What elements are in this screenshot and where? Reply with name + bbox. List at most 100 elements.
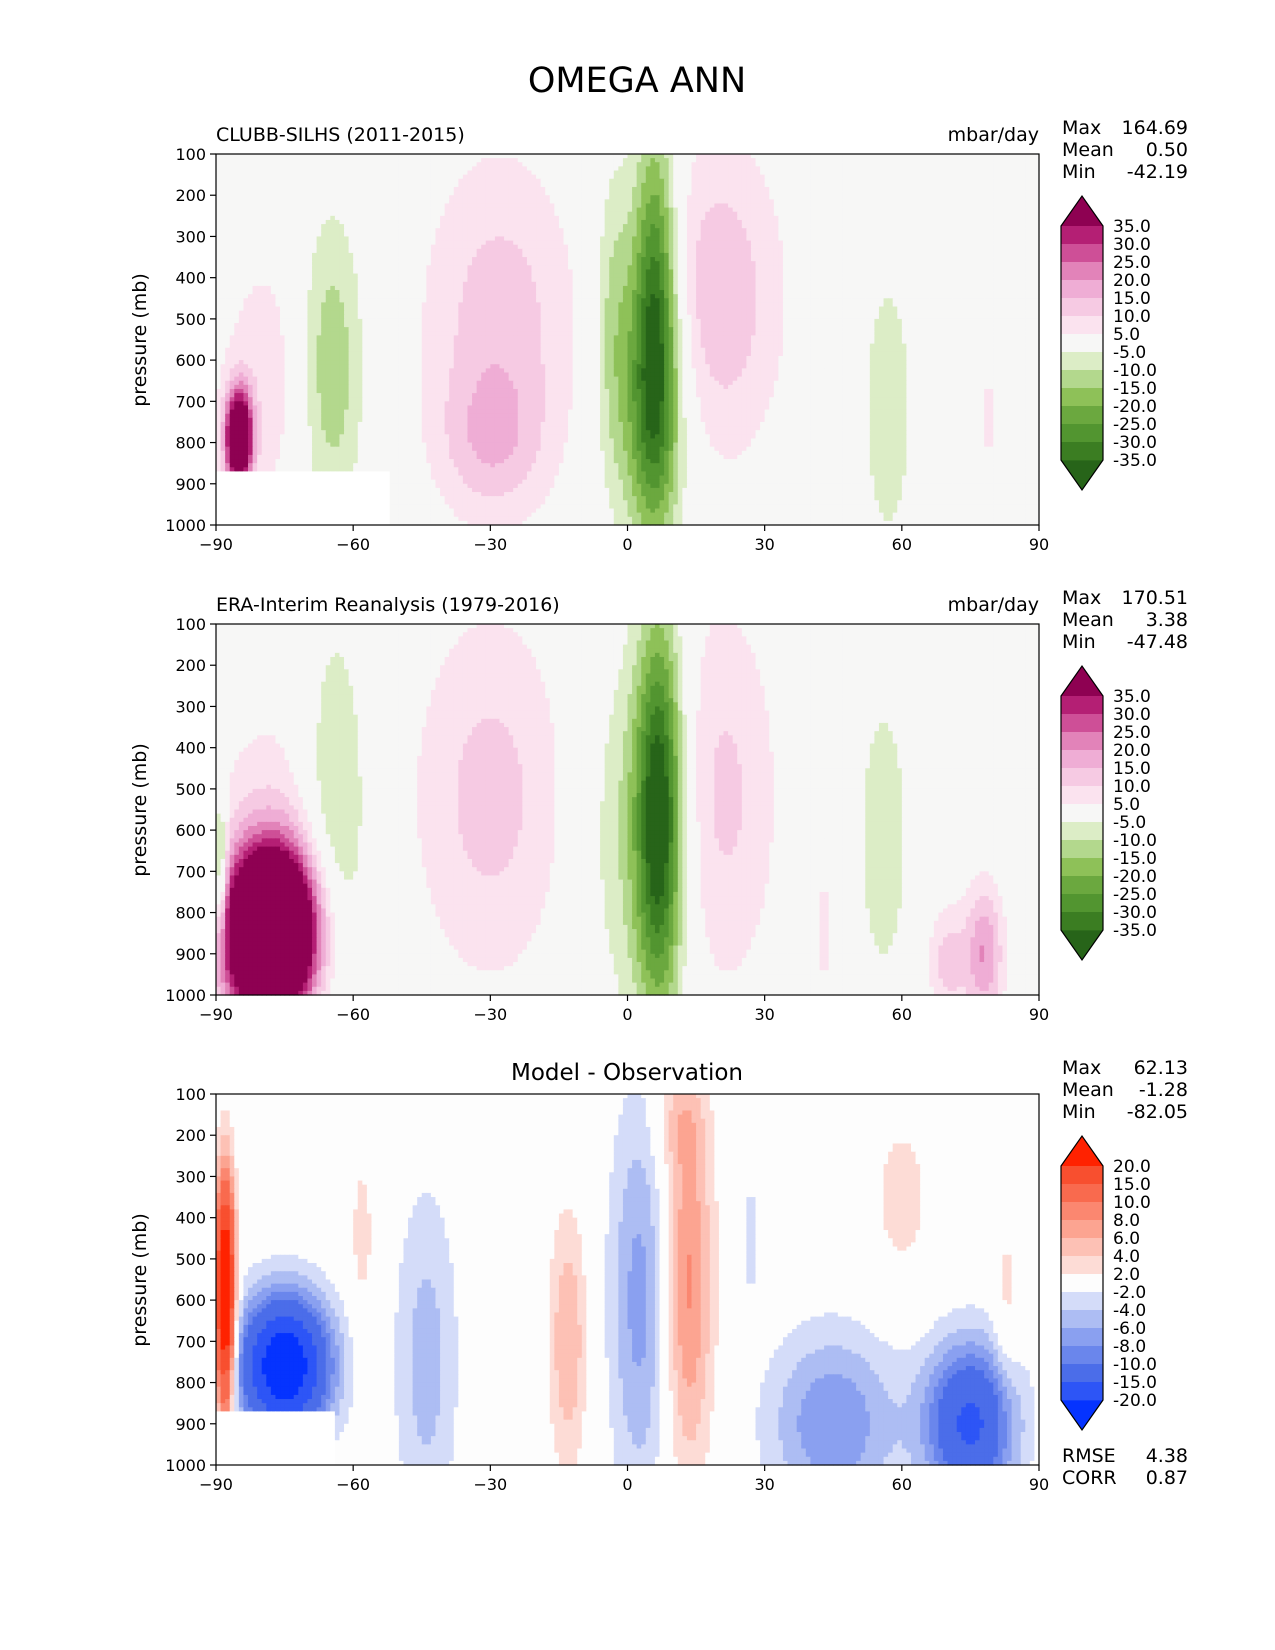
heatmap-cell bbox=[252, 207, 258, 213]
heatmap-cell bbox=[856, 191, 862, 196]
heatmap-cell bbox=[572, 182, 578, 188]
heatmap-cell bbox=[910, 248, 917, 254]
heatmap-cell bbox=[590, 166, 597, 172]
heatmap-cell bbox=[920, 154, 926, 159]
heatmap-cell bbox=[293, 219, 299, 225]
heatmap-cell bbox=[814, 232, 821, 238]
heatmap-cell bbox=[266, 211, 272, 217]
heatmap-cell bbox=[549, 224, 555, 229]
heatmap-cell bbox=[417, 211, 423, 217]
heatmap-cell bbox=[636, 154, 642, 159]
heatmap-cell bbox=[865, 203, 871, 209]
heatmap-cell bbox=[449, 182, 455, 188]
heatmap-cell bbox=[705, 195, 711, 200]
heatmap-cell bbox=[494, 257, 501, 262]
heatmap-cell bbox=[856, 232, 862, 238]
heatmap-cell bbox=[796, 182, 802, 188]
heatmap-cell bbox=[984, 252, 990, 258]
heatmap-cell bbox=[933, 154, 940, 159]
heatmap-cell bbox=[307, 257, 313, 262]
heatmap-cell bbox=[494, 224, 501, 229]
heatmap-cell bbox=[499, 174, 505, 180]
heatmap-cell bbox=[933, 199, 940, 205]
heatmap-cell bbox=[362, 228, 368, 233]
heatmap-cell bbox=[792, 191, 798, 196]
heatmap-cell bbox=[257, 211, 263, 217]
heatmap-cell bbox=[435, 162, 441, 167]
heatmap-cell bbox=[947, 158, 953, 163]
heatmap-cell bbox=[938, 162, 944, 167]
heatmap-cell bbox=[389, 174, 395, 180]
heatmap-cell bbox=[490, 252, 496, 258]
heatmap-cell bbox=[325, 219, 331, 225]
heatmap-cell bbox=[563, 195, 569, 200]
heatmap-cell bbox=[261, 174, 267, 180]
heatmap-cell bbox=[696, 166, 702, 172]
heatmap-cell bbox=[563, 232, 569, 238]
heatmap-cell bbox=[440, 178, 446, 184]
heatmap-cell bbox=[650, 158, 656, 163]
heatmap-cell bbox=[741, 244, 747, 250]
heatmap-cell bbox=[673, 154, 679, 159]
heatmap-cell bbox=[312, 224, 318, 229]
heatmap-cell bbox=[897, 195, 903, 200]
heatmap-cell bbox=[622, 244, 629, 250]
heatmap-cell bbox=[449, 257, 455, 262]
heatmap-cell bbox=[339, 174, 345, 180]
heatmap-cell bbox=[750, 203, 757, 209]
heatmap-cell bbox=[1002, 154, 1008, 159]
heatmap-cell bbox=[458, 248, 464, 254]
heatmap-cell bbox=[225, 154, 231, 159]
heatmap-cell bbox=[1016, 211, 1022, 217]
heatmap-cell bbox=[1029, 182, 1036, 188]
heatmap-cell bbox=[709, 207, 715, 213]
heatmap-cell bbox=[696, 186, 702, 192]
heatmap-cell bbox=[380, 158, 386, 163]
heatmap-cell bbox=[883, 199, 889, 205]
heatmap-cell bbox=[531, 240, 537, 246]
heatmap-cell bbox=[764, 178, 770, 184]
heatmap-cell bbox=[796, 244, 802, 250]
heatmap-cell bbox=[435, 232, 441, 238]
heatmap-cell bbox=[677, 195, 683, 200]
heatmap-cell bbox=[398, 199, 405, 205]
heatmap-cell bbox=[298, 191, 304, 196]
heatmap-cell bbox=[293, 195, 299, 200]
heatmap-cell bbox=[581, 240, 587, 246]
heatmap-cell bbox=[833, 232, 839, 238]
heatmap-cell bbox=[755, 240, 761, 246]
heatmap-cell bbox=[1034, 191, 1040, 196]
heatmap-cell bbox=[417, 240, 423, 246]
heatmap-cell bbox=[330, 174, 336, 180]
heatmap-cell bbox=[760, 182, 766, 188]
heatmap-cell bbox=[449, 166, 455, 172]
heatmap-cell bbox=[613, 182, 619, 188]
heatmap-cell bbox=[910, 211, 917, 217]
heatmap-cell bbox=[723, 174, 729, 180]
heatmap-cell bbox=[522, 211, 528, 217]
heatmap-cell bbox=[568, 174, 574, 180]
heatmap-cell bbox=[910, 215, 917, 221]
heatmap-cell bbox=[828, 203, 834, 209]
heatmap-cell bbox=[718, 207, 725, 213]
heatmap-cell bbox=[508, 178, 514, 184]
heatmap-cell bbox=[650, 240, 656, 246]
heatmap-cell bbox=[709, 215, 715, 221]
heatmap-cell bbox=[600, 240, 606, 246]
heatmap-cell bbox=[782, 219, 789, 225]
heatmap-cell bbox=[851, 236, 857, 242]
heatmap-cell bbox=[732, 257, 738, 262]
heatmap-cell bbox=[979, 158, 985, 163]
heatmap-cell bbox=[540, 219, 546, 225]
heatmap-cell bbox=[709, 219, 715, 225]
heatmap-cell bbox=[577, 215, 583, 221]
heatmap-cell bbox=[275, 265, 281, 271]
heatmap-cell bbox=[595, 154, 601, 159]
heatmap-cell bbox=[385, 162, 391, 167]
heatmap-cell bbox=[984, 261, 990, 266]
heatmap-cell bbox=[284, 261, 290, 266]
heatmap-cell bbox=[586, 236, 592, 242]
heatmap-cell bbox=[773, 199, 779, 205]
heatmap-cell bbox=[883, 232, 889, 238]
heatmap-cell bbox=[856, 162, 862, 167]
